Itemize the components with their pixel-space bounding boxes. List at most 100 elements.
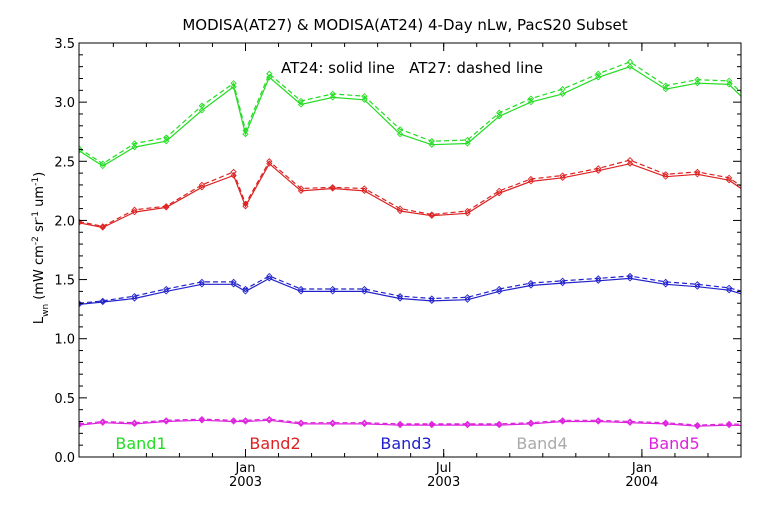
series-layer <box>79 58 767 430</box>
y-tick-label: 2.5 <box>54 155 75 170</box>
band2-solid-point <box>595 167 602 174</box>
y-axis-label-exp1: -2 <box>31 236 41 245</box>
band5-solid-point <box>242 418 249 425</box>
band1-solid-point <box>99 162 106 170</box>
band1-solid-point <box>527 99 535 106</box>
band2-solid-point <box>163 204 170 211</box>
legend-band2: Band2 <box>249 434 300 453</box>
band3-dashed-line <box>79 275 741 304</box>
band3-solid-point <box>559 279 566 287</box>
band1-solid-point <box>464 140 471 147</box>
y-tick-label: 2.0 <box>54 214 75 229</box>
y-tick-label: 1.0 <box>54 333 75 348</box>
band2-solid-point <box>99 224 106 231</box>
band1-solid-point <box>163 138 170 145</box>
band3-solid-point <box>99 298 106 306</box>
band5-solid-point <box>329 420 336 428</box>
band2-solid-point <box>662 173 669 180</box>
band1-solid-point <box>79 147 83 154</box>
band1-dashed-point <box>79 145 83 152</box>
legend-band4: Band4 <box>516 434 567 453</box>
band3-dashed-point <box>198 278 206 286</box>
band3-solid-point <box>329 288 336 295</box>
band5-solid-point <box>396 421 404 429</box>
band2-solid-point <box>626 160 634 167</box>
band2-dashed-point <box>198 181 206 189</box>
band5-solid-point <box>428 421 435 429</box>
band2-dashed-point <box>266 158 273 165</box>
plot-frame <box>78 42 742 458</box>
band1-solid-point <box>694 80 701 87</box>
chart-title: MODISA(AT27) & MODISA(AT24) 4-Day nLw, P… <box>182 16 627 34</box>
band5-solid-point <box>595 418 602 425</box>
band5-solid-point <box>559 418 566 425</box>
band3-solid-point <box>242 288 249 295</box>
band5-solid-point <box>496 421 503 429</box>
band3-solid-point <box>496 288 503 295</box>
x-tick-month-label: Jul <box>435 461 452 476</box>
band2-dashed-point <box>230 168 237 176</box>
band1-solid-point <box>496 113 503 120</box>
y-axis-label-exp3: -1 <box>31 177 41 186</box>
band2-solid-point <box>297 187 305 194</box>
band2-solid-point <box>725 177 733 184</box>
band2-solid-point <box>230 172 237 179</box>
band5-solid-point <box>626 419 634 426</box>
band2-solid-point <box>762 203 767 208</box>
band3-solid-point <box>131 295 138 302</box>
band2-dashed-point <box>694 168 701 176</box>
band5-dashed-point <box>762 423 767 428</box>
band3-solid-point <box>464 296 471 303</box>
band2-solid-line <box>79 162 741 229</box>
band5-solid-point <box>694 423 701 430</box>
band2-solid-point <box>329 185 336 192</box>
x-tick-month-label: Jan <box>631 461 652 476</box>
x-tick-year-label: 2003 <box>427 475 460 490</box>
y-axis-label-mid1: sr <box>32 219 47 236</box>
band5-solid-point <box>198 417 206 424</box>
band2-solid-point <box>694 171 701 178</box>
y-tick-label: 3.5 <box>54 37 75 52</box>
band3-solid-point <box>297 288 305 295</box>
band1-solid-point <box>559 90 566 97</box>
band3-solid-point <box>694 283 701 290</box>
band2-solid-point <box>242 203 249 210</box>
legend-band5: Band5 <box>648 434 699 453</box>
band1-solid-point <box>329 94 336 101</box>
axes: 0.00.51.01.52.02.53.03.5Jan2003Jul2003Ja… <box>54 37 742 490</box>
y-tick-label: 0.5 <box>54 392 75 407</box>
band1-solid-point <box>361 96 368 103</box>
band3-solid-point <box>527 282 535 289</box>
band2-solid-point <box>361 187 368 194</box>
band2-solid-point <box>396 207 404 215</box>
band3-solid-point <box>725 287 733 294</box>
band2-solid-point <box>266 160 273 167</box>
band3-solid-point <box>163 288 170 295</box>
y-axis-label-exp2: -1 <box>31 211 41 220</box>
band5-solid-point <box>527 420 535 428</box>
plot-area <box>79 58 767 430</box>
legend-band3: Band3 <box>380 434 431 453</box>
band5-solid-point <box>131 420 138 428</box>
band3-solid-line <box>79 277 741 305</box>
band5-solid-point <box>163 418 170 425</box>
band3-dashed-point <box>559 277 566 284</box>
band1-solid-point <box>428 141 435 148</box>
band1-solid-point <box>131 143 138 151</box>
band1-solid-point <box>595 74 602 81</box>
band2-dashed-point <box>131 206 138 213</box>
legend: Band1 Band2 Band3 Band4 Band5 <box>115 434 699 453</box>
band1-solid-point <box>762 117 767 122</box>
band3-dashed-point <box>626 272 634 280</box>
band2-solid-point <box>527 178 535 185</box>
y-axis-label-mid2: um <box>32 186 47 211</box>
x-tick-year-label: 2003 <box>229 475 262 490</box>
band1-dashed-point <box>762 113 767 118</box>
band5-solid-point <box>762 424 767 429</box>
band3-solid-point <box>230 281 237 288</box>
band3-solid-point <box>361 288 368 295</box>
band3-solid-point <box>79 301 83 308</box>
band3-dashed-point <box>230 278 237 286</box>
band5-solid-point <box>361 420 368 428</box>
band2-dashed-point <box>559 172 566 179</box>
